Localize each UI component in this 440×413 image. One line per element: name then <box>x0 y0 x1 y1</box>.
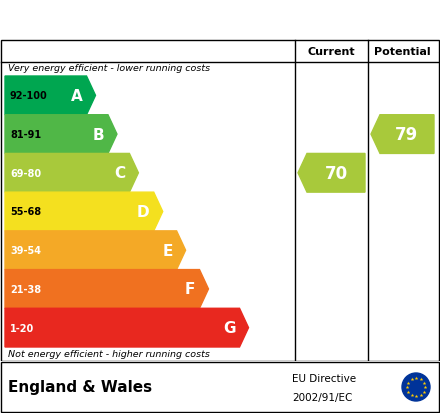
Polygon shape <box>5 231 186 270</box>
Text: C: C <box>114 166 125 181</box>
Circle shape <box>402 373 430 401</box>
Text: 70: 70 <box>324 164 348 183</box>
Text: EU Directive: EU Directive <box>292 373 356 383</box>
Text: A: A <box>71 89 83 104</box>
Text: 21-38: 21-38 <box>10 284 41 294</box>
Text: B: B <box>92 127 104 142</box>
Polygon shape <box>371 116 434 154</box>
Text: Energy Efficiency Rating: Energy Efficiency Rating <box>10 10 269 29</box>
Text: 39-54: 39-54 <box>10 246 41 256</box>
Text: England & Wales: England & Wales <box>8 380 152 394</box>
Polygon shape <box>5 116 117 154</box>
Text: 92-100: 92-100 <box>10 91 48 101</box>
Text: Potential: Potential <box>374 47 431 57</box>
Text: 69-80: 69-80 <box>10 169 41 178</box>
Polygon shape <box>298 154 365 193</box>
Text: G: G <box>223 320 235 335</box>
Polygon shape <box>5 270 209 309</box>
Text: F: F <box>185 282 195 297</box>
Text: Not energy efficient - higher running costs: Not energy efficient - higher running co… <box>8 349 210 358</box>
Text: Very energy efficient - lower running costs: Very energy efficient - lower running co… <box>8 64 210 73</box>
Text: Current: Current <box>308 47 356 57</box>
Polygon shape <box>5 309 249 347</box>
Text: 2002/91/EC: 2002/91/EC <box>292 392 352 402</box>
Text: 79: 79 <box>396 126 418 144</box>
Polygon shape <box>5 154 139 193</box>
Text: E: E <box>162 243 172 258</box>
Text: 81-91: 81-91 <box>10 130 41 140</box>
Text: D: D <box>137 204 150 219</box>
Text: 55-68: 55-68 <box>10 207 41 217</box>
Polygon shape <box>5 193 163 231</box>
Polygon shape <box>5 77 95 116</box>
Text: 1-20: 1-20 <box>10 323 34 333</box>
